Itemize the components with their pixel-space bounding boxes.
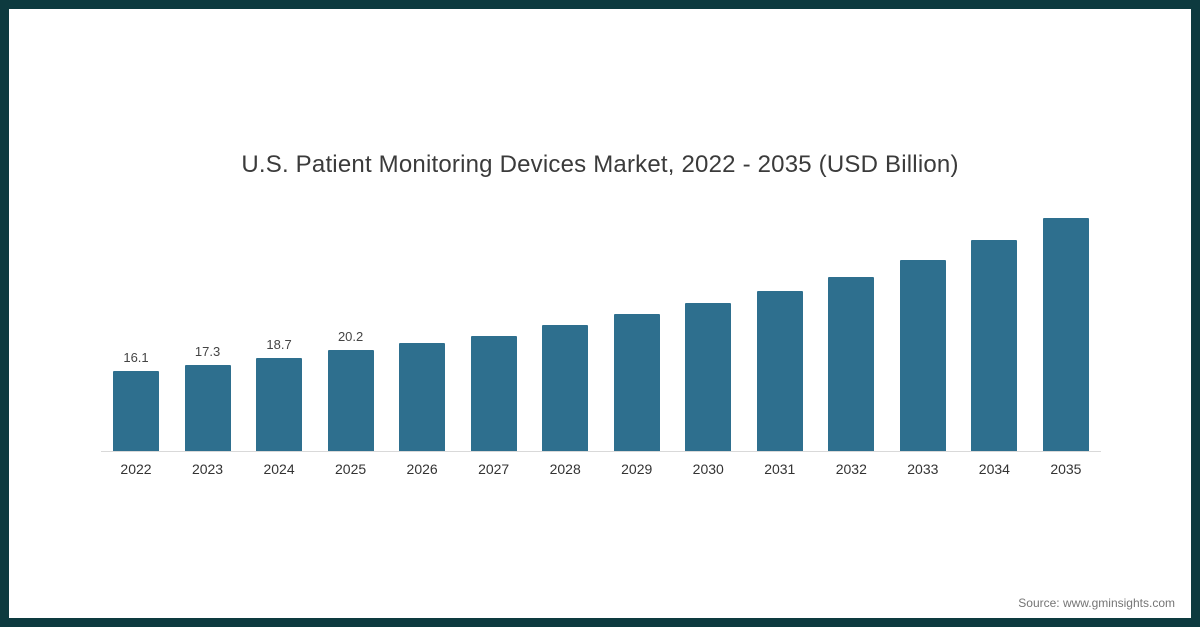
x-axis-tick-labels: 2022 2023 2024 2025 2026 2027 2028 2029 2030 2031…	[101, 452, 1101, 477]
bar-group-2034	[959, 239, 1029, 451]
bar-group-2027	[459, 335, 529, 451]
x-tick-2032: 2032	[835, 461, 867, 477]
bar-value-2023: 17.3	[194, 343, 221, 359]
bar-2026	[399, 342, 446, 451]
x-axis-line	[101, 451, 1101, 452]
bar-group-2031	[745, 291, 815, 451]
bar-value-2024: 18.7	[266, 336, 292, 352]
bar-2031	[756, 291, 803, 451]
x-tick-2033: 2033	[907, 461, 939, 477]
bar-value-2025: 20.2	[337, 329, 364, 344]
x-tick-2022: 2022	[120, 461, 152, 477]
x-tick-2024: 2024	[263, 461, 295, 477]
bar-group-2030	[673, 303, 743, 451]
x-tick-2026: 2026	[406, 461, 438, 477]
bar-group-2028	[530, 325, 600, 451]
bar-chart: 16.1 17.3 18.7 20.2 2022 2023 2024 2025 2026 202…	[101, 209, 1101, 477]
x-tick-2031: 2031	[764, 461, 796, 477]
bar-2023	[184, 364, 231, 451]
x-tick-2034: 2034	[978, 461, 1010, 477]
x-tick-2035: 2035	[1050, 461, 1082, 477]
bar-group-2032	[816, 277, 886, 451]
bar-2024	[256, 357, 303, 451]
bar-group-2035	[1031, 217, 1101, 451]
x-tick-2023: 2023	[191, 461, 224, 477]
bar-group-2033	[888, 260, 958, 451]
bar-2032	[828, 277, 875, 451]
source-attribution: Source: www.gminsights.com	[1018, 596, 1175, 610]
bar-value-2022: 16.1	[123, 349, 149, 365]
x-tick-2028: 2028	[549, 461, 581, 477]
x-tick-2030: 2030	[692, 461, 724, 477]
bar-group-2022: 16.1	[101, 349, 171, 451]
bar-2027	[470, 335, 517, 451]
bar-2033	[899, 260, 946, 451]
bar-group-2026	[387, 342, 457, 451]
bars-area: 16.1 17.3 18.7 20.2	[101, 209, 1101, 451]
bar-2034	[971, 239, 1018, 451]
x-tick-2029: 2029	[621, 461, 653, 477]
bar-2030	[685, 303, 732, 451]
bar-2035	[1042, 217, 1089, 451]
x-tick-2027: 2027	[478, 461, 510, 477]
bar-2028	[542, 325, 589, 451]
bar-group-2025: 20.2	[316, 329, 386, 451]
chart-title: U.S. Patient Monitoring Devices Market, …	[241, 151, 959, 178]
bar-group-2024: 18.7	[244, 336, 314, 451]
bar-group-2023: 17.3	[173, 343, 243, 451]
bar-2029	[613, 314, 660, 451]
bar-2022	[113, 370, 159, 451]
x-tick-2025: 2025	[335, 461, 367, 477]
bar-group-2029	[602, 314, 672, 451]
bar-2025	[327, 350, 374, 451]
